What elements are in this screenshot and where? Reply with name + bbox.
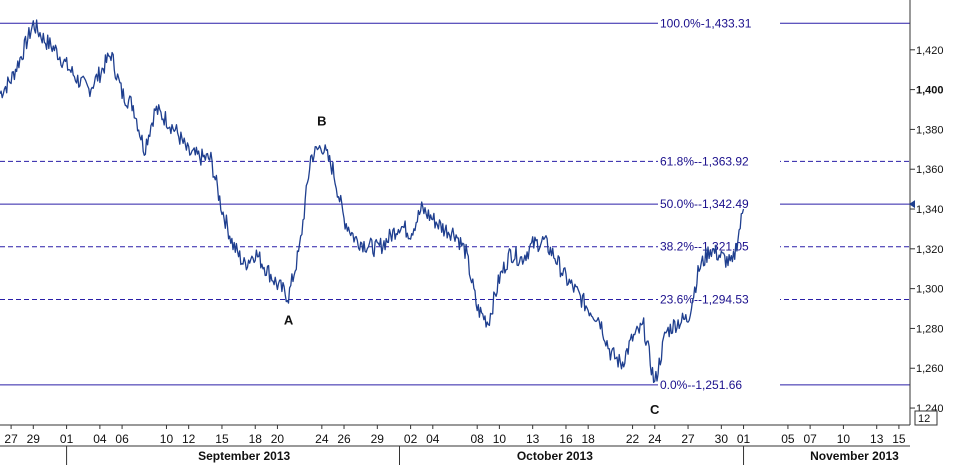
y-tick-label: 1,420 [916,45,944,57]
x-tick-label: 29 [371,432,385,446]
fib-label-background [658,376,780,392]
zoom-badge-box [914,410,938,426]
x-tick-label: 02 [404,432,418,446]
x-tick-label: 26 [337,432,351,446]
wave-labels: B A C [284,113,660,417]
fib-level-label: 61.8%--1,363.92 [660,154,749,168]
x-tick-label: 10 [493,432,507,446]
x-tick-label: 24 [648,432,662,446]
price-series [0,19,745,384]
x-tick-label: 24 [315,432,329,446]
fib-level-label: 23.6%--1,294.53 [660,293,749,307]
y-tick-label: 1,280 [916,323,944,335]
fib-label-background [658,291,780,307]
y-tick-label: 1,300 [916,284,944,296]
x-tick-label: 15 [892,432,906,446]
fib-label-background [658,15,780,31]
x-tick-label: 22 [626,432,640,446]
y-axis: 1,2401,2601,2801,3001,3201,3401,3601,380… [909,0,944,426]
month-label: September 2013 [198,449,290,463]
x-tick-label: 27 [4,432,18,446]
y-tick-label: 1,260 [916,363,944,375]
x-tick-label: 18 [249,432,263,446]
x-tick-label: 04 [93,432,107,446]
x-tick-label: 15 [215,432,229,446]
x-tick-label: 18 [581,432,595,446]
x-axis: 27 29 01 04 06 10 12 15 18 20 24 26 29 02 04 08 10 13 16 18… [0,424,910,465]
x-tick-label: 10 [160,432,174,446]
zoom-badge: 12 [918,413,930,425]
fib-label-background [658,196,780,212]
x-tick-label: 20 [271,432,285,446]
fib-level-label: 100.0%-1,433.31 [660,16,752,30]
x-tick-label: 01 [737,432,751,446]
y-tick-label: 1,320 [916,244,944,256]
current-price-marker [909,200,915,209]
wave-label-C: C [650,402,660,417]
x-tick-label: 04 [426,432,440,446]
x-tick-label: 06 [115,432,129,446]
x-tick-label: 08 [471,432,485,446]
fib-level-label: 38.2%--1,321.05 [660,240,749,254]
x-tick-label: 07 [803,432,817,446]
wave-label-A: A [284,312,294,327]
fib-level-label: 50.0%--1,342.49 [660,197,749,211]
price-line [0,19,745,384]
y-tick-label: 1,360 [916,164,944,176]
month-label: October 2013 [517,449,593,463]
x-tick-label: 27 [681,432,695,446]
x-tick-label: 10 [837,432,851,446]
x-tick-label: 05 [781,432,795,446]
x-tick-label: 13 [526,432,540,446]
fib-label-background [658,153,780,169]
y-tick-label: 1,380 [916,124,944,136]
x-tick-label: 30 [715,432,729,446]
x-tick-label: 01 [60,432,74,446]
fib-label-background [658,238,780,254]
month-label: November 2013 [810,449,899,463]
fibonacci-levels: 100.0%-1,433.31 61.8%--1,363.92 50.0%--1,3… [0,15,910,392]
x-tick-label: 29 [27,432,41,446]
y-tick-label: 1,400 [916,85,944,97]
x-tick-label: 16 [559,432,573,446]
wave-label-B: B [317,113,326,128]
x-tick-label: 12 [182,432,196,446]
fib-level-label: 0.0%--1,251.66 [660,378,742,392]
x-tick-label: 13 [870,432,884,446]
y-tick-label: 1,340 [916,204,944,216]
